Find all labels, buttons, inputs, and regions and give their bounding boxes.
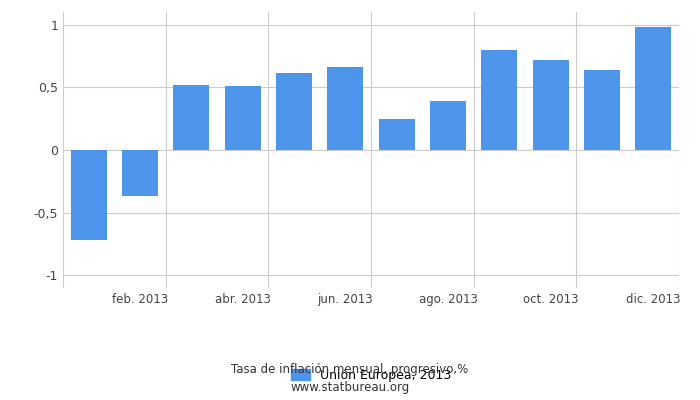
Bar xyxy=(430,101,466,150)
Bar xyxy=(584,70,620,150)
Bar xyxy=(225,86,260,150)
Bar xyxy=(71,150,106,240)
Bar xyxy=(482,50,517,150)
Bar xyxy=(328,67,363,150)
Legend: Unión Europea, 2013: Unión Europea, 2013 xyxy=(286,364,456,387)
Bar xyxy=(276,74,312,150)
Bar xyxy=(636,27,671,150)
Bar xyxy=(174,85,209,150)
Bar xyxy=(122,150,158,196)
Bar xyxy=(533,60,568,150)
Text: Tasa de inflación mensual, progresivo,%: Tasa de inflación mensual, progresivo,% xyxy=(232,364,468,376)
Bar xyxy=(379,119,414,150)
Text: www.statbureau.org: www.statbureau.org xyxy=(290,381,410,394)
